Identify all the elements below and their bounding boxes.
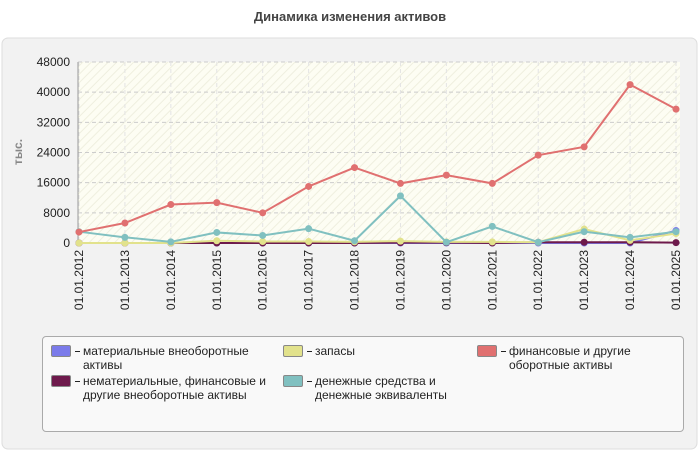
legend-item[interactable]: нематериальные, финансовые и другие внео…	[51, 374, 283, 402]
data-point	[442, 171, 450, 179]
data-point	[75, 239, 83, 247]
legend-label: запасы	[315, 344, 355, 358]
y-tick-label: 16000	[37, 176, 71, 190]
x-tick-label: 01.01.2013	[118, 250, 132, 310]
legend-item[interactable]: запасы	[283, 344, 477, 372]
data-point	[672, 239, 680, 247]
data-point	[167, 238, 175, 246]
legend-label: финансовые и другие оборотные активы	[509, 344, 631, 372]
x-tick-label: 01.01.2025	[669, 250, 683, 310]
data-point	[351, 237, 359, 245]
legend-swatch	[477, 345, 497, 357]
y-tick-label: 48000	[37, 55, 71, 69]
x-tick-label: 01.01.2018	[348, 250, 362, 310]
legend-item[interactable]: денежные средства и денежные эквиваленты	[283, 374, 477, 402]
data-point	[488, 179, 496, 187]
x-tick-label: 01.01.2020	[439, 250, 453, 310]
series-line	[79, 228, 677, 244]
data-point	[396, 237, 404, 245]
x-tick-label: 01.01.2023	[577, 250, 591, 310]
y-tick-label: 40000	[37, 85, 71, 99]
y-tick-label: 32000	[37, 115, 71, 129]
data-point	[213, 228, 221, 236]
legend-swatch	[51, 345, 71, 357]
data-point	[396, 179, 404, 187]
data-point	[580, 228, 588, 236]
legend-dash	[307, 351, 312, 352]
data-point	[580, 143, 588, 151]
data-point	[75, 228, 83, 236]
legend-dash	[501, 351, 506, 352]
data-point	[672, 105, 680, 113]
data-point	[305, 182, 313, 190]
data-point	[213, 237, 221, 245]
series-line	[78, 194, 677, 244]
chart-title: Динамика изменения активов	[254, 9, 446, 24]
data-point	[259, 237, 267, 245]
data-point	[259, 231, 267, 239]
data-point	[213, 199, 221, 207]
data-point	[534, 151, 542, 159]
series-line	[78, 83, 677, 234]
legend-item[interactable]: финансовые и другие оборотные активы	[477, 344, 677, 402]
x-tick-label: 01.01.2015	[210, 250, 224, 310]
data-point	[305, 237, 313, 245]
x-tick-label: 01.01.2024	[623, 250, 637, 310]
data-point	[626, 233, 634, 241]
data-point	[121, 239, 129, 247]
data-point	[488, 238, 496, 246]
x-tick-label: 01.01.2019	[393, 250, 407, 310]
x-tick-label: 01.01.2014	[164, 250, 178, 310]
x-tick-label: 01.01.2021	[485, 250, 499, 310]
legend-swatch	[283, 345, 303, 357]
legend-label: нематериальные, финансовые и другие внео…	[83, 374, 266, 402]
legend-dash	[75, 351, 80, 352]
legend-label: денежные средства и денежные эквиваленты	[315, 374, 447, 402]
data-point	[396, 192, 404, 200]
legend-item[interactable]: материальные внеоборотные активы	[51, 344, 283, 372]
data-point	[626, 81, 634, 89]
data-point	[351, 164, 359, 172]
x-tick-label: 01.01.2017	[302, 250, 316, 310]
y-tick-label: 0	[63, 236, 70, 250]
data-point	[580, 238, 588, 246]
data-point	[121, 219, 129, 227]
x-tick-label: 01.01.2016	[256, 250, 270, 310]
data-point	[121, 233, 129, 241]
legend: материальные внеоборотные активы нематери…	[42, 336, 684, 432]
data-point	[442, 238, 450, 246]
legend-swatch	[51, 375, 71, 387]
y-axis-label: тыс.	[11, 139, 25, 165]
x-tick-label: 01.01.2012	[72, 250, 86, 310]
legend-dash	[75, 381, 80, 382]
legend-dash	[307, 381, 312, 382]
data-point	[167, 201, 175, 209]
data-point	[672, 228, 680, 236]
data-point	[534, 238, 542, 246]
legend-swatch	[283, 375, 303, 387]
data-point	[305, 225, 313, 233]
legend-label: материальные внеоборотные активы	[83, 344, 249, 372]
data-point	[259, 209, 267, 217]
y-tick-label: 8000	[43, 206, 70, 220]
y-tick-label: 24000	[37, 146, 71, 160]
x-tick-label: 01.01.2022	[531, 250, 545, 310]
data-point	[488, 222, 496, 230]
